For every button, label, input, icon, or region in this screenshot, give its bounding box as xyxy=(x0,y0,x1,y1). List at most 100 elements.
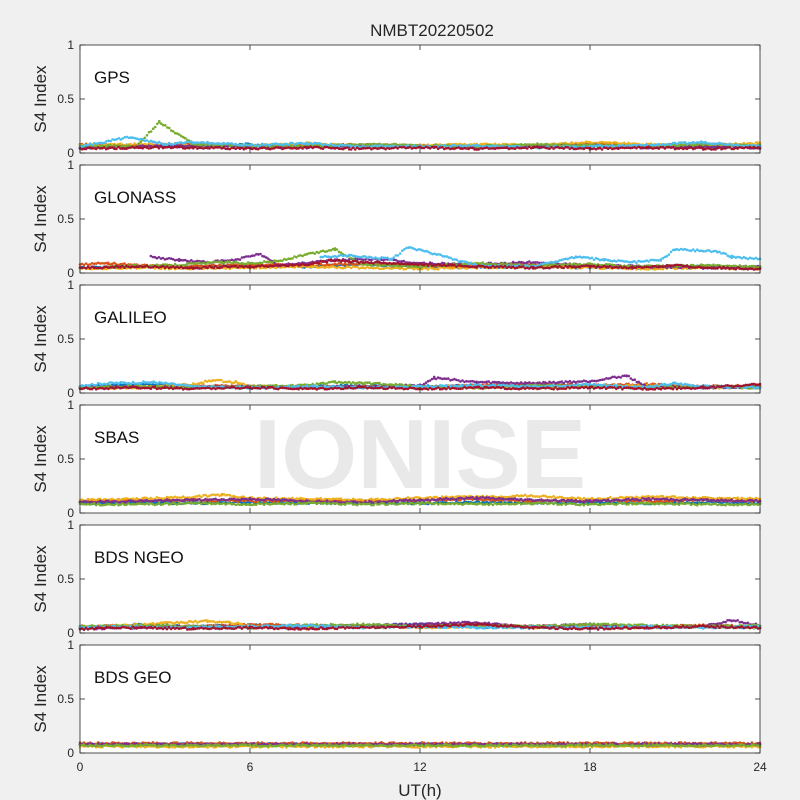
data-point xyxy=(194,145,197,149)
data-point xyxy=(564,141,567,145)
data-point xyxy=(101,144,104,147)
data-point xyxy=(149,142,153,145)
data-point xyxy=(540,265,543,269)
data-point xyxy=(127,144,130,147)
data-point xyxy=(181,144,185,148)
data-point xyxy=(295,255,298,259)
data-point xyxy=(613,140,616,144)
data-point xyxy=(586,140,590,144)
panel-label: GPS xyxy=(94,68,130,87)
data-point xyxy=(178,133,181,136)
data-point xyxy=(734,267,737,271)
data-point xyxy=(693,249,697,253)
data-point xyxy=(629,142,632,146)
data-point xyxy=(119,142,122,145)
data-point xyxy=(600,148,604,151)
data-point xyxy=(493,142,497,146)
data-point xyxy=(291,257,294,260)
data-point xyxy=(453,263,456,267)
data-point xyxy=(453,143,456,147)
data-point xyxy=(521,265,525,268)
data-point xyxy=(113,143,116,147)
data-point xyxy=(325,260,329,264)
data-point xyxy=(396,254,400,257)
data-point xyxy=(158,121,161,124)
data-point xyxy=(90,143,94,147)
data-point xyxy=(746,142,750,145)
data-point xyxy=(353,148,357,151)
data-point xyxy=(426,268,430,271)
data-point xyxy=(627,141,630,145)
data-point xyxy=(170,129,173,132)
data-point xyxy=(141,137,145,141)
data-point xyxy=(137,142,140,145)
data-point xyxy=(718,146,721,149)
data-point xyxy=(141,144,144,147)
data-point xyxy=(714,145,717,148)
data-point xyxy=(180,134,183,138)
data-point xyxy=(722,145,725,148)
data-point xyxy=(390,258,394,261)
data-point xyxy=(720,267,723,270)
data-point xyxy=(92,145,96,148)
data-point xyxy=(200,267,203,270)
data-point xyxy=(647,142,650,146)
data-point xyxy=(669,250,673,254)
data-point xyxy=(554,142,557,146)
axes-background xyxy=(80,45,760,153)
data-point xyxy=(588,141,592,144)
data-point xyxy=(392,256,396,259)
data-point xyxy=(720,146,723,149)
data-point xyxy=(317,261,321,265)
data-point xyxy=(162,123,165,127)
data-point xyxy=(149,130,153,133)
data-point xyxy=(139,144,142,148)
data-point xyxy=(147,130,151,134)
data-point xyxy=(526,147,529,150)
data-point xyxy=(623,141,626,145)
data-point xyxy=(398,252,402,255)
data-point xyxy=(574,141,578,145)
data-point xyxy=(716,144,719,148)
data-point xyxy=(157,146,161,150)
data-point xyxy=(748,142,752,145)
data-point xyxy=(109,139,112,143)
data-point xyxy=(469,261,473,265)
data-point xyxy=(153,125,157,129)
data-point xyxy=(592,258,596,262)
data-point xyxy=(345,146,349,149)
data-point xyxy=(608,141,612,144)
data-point xyxy=(228,260,232,264)
data-point xyxy=(186,138,189,142)
data-point xyxy=(667,253,671,256)
data-point xyxy=(115,147,118,151)
data-point xyxy=(475,266,479,269)
data-point xyxy=(133,142,136,145)
data-point xyxy=(738,264,742,267)
data-point xyxy=(113,145,116,149)
data-point xyxy=(238,258,242,261)
data-point xyxy=(109,144,112,147)
figure-title: NMBT20220502 xyxy=(370,21,494,40)
data-point xyxy=(149,144,153,148)
data-point xyxy=(226,145,229,148)
data-point xyxy=(164,124,167,127)
data-point xyxy=(129,142,132,146)
data-point xyxy=(107,143,110,147)
data-point xyxy=(169,144,173,148)
data-point xyxy=(503,142,507,146)
data-point xyxy=(176,132,179,135)
data-point xyxy=(139,140,143,143)
data-point xyxy=(483,142,487,146)
axes-background xyxy=(80,285,760,393)
data-point xyxy=(335,248,339,251)
data-point xyxy=(123,266,126,270)
data-point xyxy=(139,142,142,145)
data-point xyxy=(598,140,602,144)
data-point xyxy=(174,131,177,135)
data-point xyxy=(115,145,118,148)
data-point xyxy=(602,141,606,144)
